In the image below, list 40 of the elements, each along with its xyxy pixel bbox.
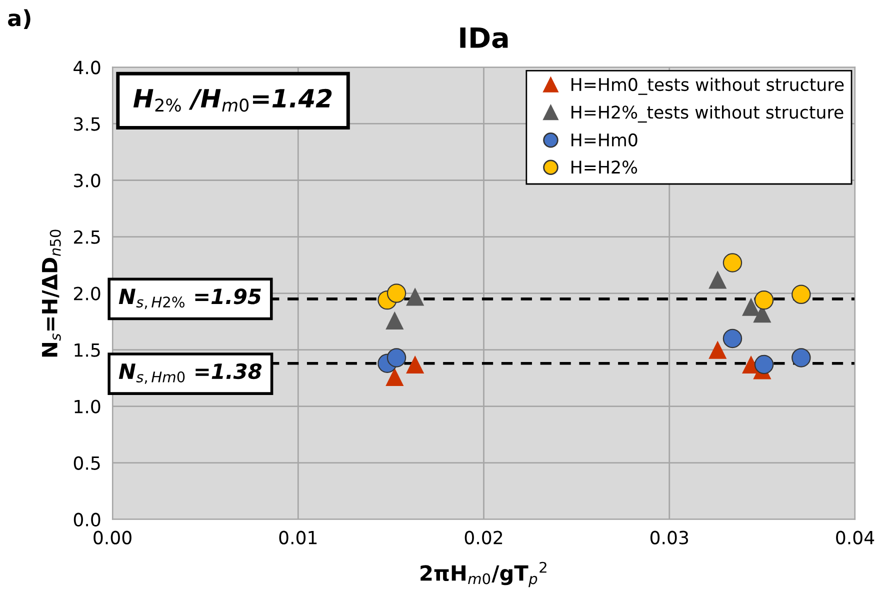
y-tick-label: 2.5 (74, 230, 100, 244)
point (708, 340, 727, 359)
legend-label: H=Hm0 (572, 133, 638, 146)
point (386, 284, 406, 303)
y-tick-label: 0.0 (74, 512, 100, 526)
ref-line-label: N$_{s,H2%}$ =1.95 (118, 288, 261, 310)
x-tick-label: 0.01 (279, 530, 317, 544)
point (406, 355, 424, 374)
point (406, 288, 424, 306)
point (386, 348, 406, 368)
chart-title: IDa (460, 28, 508, 48)
legend-label: H=H2%_tests without structure (572, 105, 844, 123)
point (792, 348, 811, 368)
y-tick-label: 3.0 (74, 174, 100, 188)
text: a) (8, 9, 30, 29)
x-axis-title: 2πH$_{m0}$/gT$_{p}$$^{2}$ (420, 562, 546, 588)
x-tick-label: 0.03 (650, 530, 688, 544)
point (708, 270, 727, 289)
y-tick-label: 0.5 (74, 456, 100, 470)
point (742, 298, 760, 316)
point (754, 290, 774, 310)
ref-line-label: N$_{s,Hm0}$ =1.38 (118, 363, 262, 384)
point (722, 253, 742, 272)
y-tick-label: 4.0 (74, 60, 100, 74)
x-tick-label: 0.02 (464, 530, 502, 544)
y-axis-title: N$_{s}$=H/ΔD$_{n50}$ (42, 230, 61, 357)
point (792, 284, 811, 304)
point (722, 328, 742, 348)
y-tick-label: 3.5 (74, 117, 100, 131)
point (386, 311, 404, 330)
legend-label: H=H2% (572, 160, 638, 174)
point (754, 354, 774, 374)
annotation: H$_{2%}$ /H$_{m0}$=1.42 (133, 88, 332, 112)
y-tick-label: 2.0 (74, 286, 100, 300)
x-tick-label: 0.00 (94, 530, 132, 544)
y-tick-label: 1.0 (74, 400, 100, 414)
point (386, 368, 404, 386)
y-tick-label: 1.5 (74, 343, 100, 357)
x-tick-label: 0.04 (836, 530, 874, 544)
legend-label: H=Hm0_tests without structure (572, 78, 844, 95)
